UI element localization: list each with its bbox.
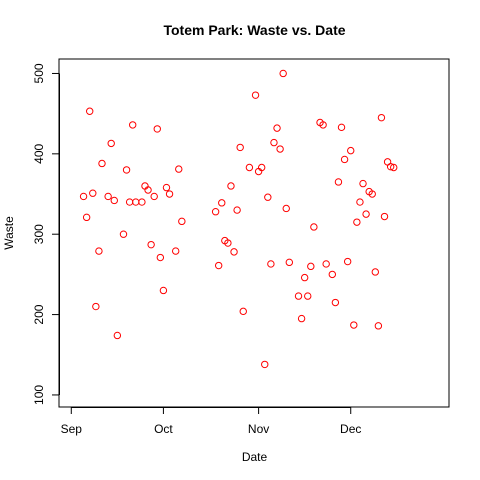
data-point: [245, 163, 254, 172]
data-point: [171, 247, 180, 255]
data-point: [340, 155, 349, 164]
data-point: [92, 302, 100, 311]
data-point: [282, 204, 290, 213]
data-point: [236, 143, 244, 152]
data-point: [129, 121, 137, 129]
data-point: [239, 307, 247, 316]
data-point: [227, 182, 235, 190]
data-point: [279, 69, 287, 78]
data-point: [82, 213, 91, 222]
data-point: [251, 91, 260, 99]
data-point: [79, 192, 88, 201]
y-tick-label: 100: [32, 385, 46, 405]
data-point: [233, 206, 241, 214]
data-point: [380, 212, 389, 221]
data-point: [270, 138, 278, 147]
data-point: [374, 322, 383, 330]
data-point: [178, 217, 186, 226]
data-point: [273, 124, 281, 132]
data-point: [285, 258, 294, 267]
data-point: [356, 198, 364, 206]
data-point: [390, 163, 398, 172]
x-axis-label: Date: [242, 450, 268, 464]
data-point: [122, 166, 131, 174]
y-tick-label: 300: [32, 224, 46, 244]
data-point: [307, 262, 315, 271]
data-point: [218, 199, 226, 207]
x-tick-label: Nov: [248, 422, 269, 436]
data-point: [110, 196, 118, 205]
data-points: [79, 69, 398, 369]
data-point: [304, 292, 312, 300]
data-point: [337, 123, 346, 132]
data-point: [132, 198, 140, 206]
data-point: [257, 163, 266, 172]
chart-title: Totem Park: Waste vs. Date: [163, 22, 345, 38]
data-point: [211, 208, 220, 216]
data-point: [98, 159, 106, 168]
data-point: [362, 210, 370, 218]
data-point: [310, 223, 318, 231]
data-point: [347, 146, 355, 155]
data-point: [119, 230, 128, 238]
data-point: [350, 321, 358, 329]
x-tick-label: Dec: [340, 422, 361, 436]
data-point: [95, 247, 103, 255]
data-point: [89, 189, 97, 197]
data-point: [175, 165, 183, 173]
data-point: [294, 292, 303, 300]
data-point: [334, 178, 343, 186]
data-point: [368, 190, 376, 198]
data-point: [261, 360, 269, 369]
y-tick-label: 400: [32, 144, 46, 164]
y-tick-label: 500: [32, 63, 46, 83]
data-point: [230, 248, 238, 256]
data-point: [159, 286, 168, 295]
data-point: [353, 218, 361, 226]
data-point: [125, 198, 134, 206]
data-point: [107, 139, 115, 148]
data-point: [386, 162, 395, 171]
plot-area: [58, 58, 450, 408]
data-point: [331, 298, 340, 307]
data-point: [147, 240, 155, 249]
data-point: [86, 107, 94, 115]
data-point: [267, 260, 275, 268]
y-axis-label: Waste: [2, 216, 16, 250]
data-point: [138, 198, 146, 206]
x-tick-label: Oct: [154, 422, 173, 436]
plot-border: [58, 58, 450, 408]
data-point: [319, 121, 327, 129]
x-axis: Sep Oct Nov Dec: [61, 407, 361, 436]
data-point: [162, 183, 171, 192]
data-point: [165, 190, 174, 198]
y-tick-label: 200: [32, 304, 46, 324]
y-axis: 100 200 300 400 500: [32, 63, 60, 405]
data-point: [343, 257, 352, 266]
data-point: [371, 268, 379, 276]
data-point: [214, 261, 223, 270]
data-point: [264, 193, 272, 201]
data-point: [156, 253, 165, 262]
x-tick-label: Sep: [61, 422, 83, 436]
data-point: [144, 186, 152, 194]
data-point: [300, 273, 309, 282]
data-point: [276, 145, 284, 153]
data-point: [153, 125, 161, 133]
data-point: [297, 314, 306, 323]
data-point: [104, 192, 112, 201]
data-point: [328, 270, 337, 279]
data-point: [150, 192, 158, 201]
data-point: [224, 239, 232, 247]
data-point: [322, 260, 330, 268]
data-point: [113, 331, 122, 340]
data-point: [359, 179, 367, 188]
data-point: [377, 113, 386, 122]
